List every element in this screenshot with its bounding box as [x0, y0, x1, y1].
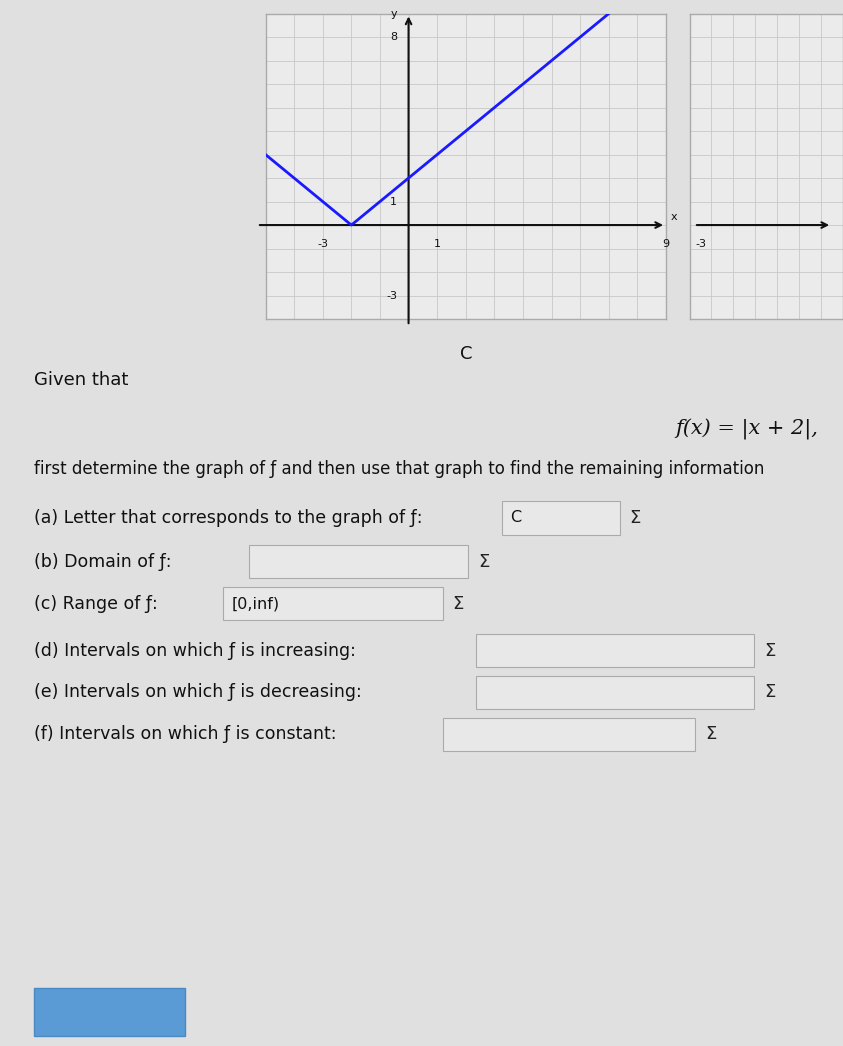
Text: Σ: Σ: [630, 508, 641, 527]
Text: -3: -3: [695, 240, 706, 249]
Text: (e) Intervals on which ƒ is decreasing:: (e) Intervals on which ƒ is decreasing:: [34, 683, 362, 702]
Text: 8: 8: [390, 32, 397, 42]
Text: Given that: Given that: [34, 371, 128, 389]
Text: y: y: [390, 8, 397, 19]
Text: first determine the graph of ƒ and then use that graph to find the remaining inf: first determine the graph of ƒ and then …: [34, 460, 764, 478]
Text: (a) Letter that corresponds to the graph of ƒ:: (a) Letter that corresponds to the graph…: [34, 508, 422, 527]
Text: (b) Domain of ƒ:: (b) Domain of ƒ:: [34, 552, 171, 571]
Text: Σ: Σ: [765, 683, 776, 702]
Text: (d) Intervals on which ƒ is increasing:: (d) Intervals on which ƒ is increasing:: [34, 641, 356, 660]
Text: (f) Intervals on which ƒ is constant:: (f) Intervals on which ƒ is constant:: [34, 725, 336, 744]
Text: -3: -3: [317, 240, 328, 249]
Text: C: C: [459, 345, 472, 363]
Text: [0,inf): [0,inf): [232, 596, 280, 611]
Text: C: C: [510, 510, 521, 525]
Text: f(x) = |x + 2|,: f(x) = |x + 2|,: [675, 418, 818, 439]
Text: x: x: [670, 212, 677, 222]
Text: Σ: Σ: [478, 552, 489, 571]
Text: 1: 1: [390, 197, 397, 206]
Text: 1: 1: [433, 240, 441, 249]
Text: -3: -3: [386, 291, 397, 300]
Text: Σ: Σ: [453, 594, 464, 613]
Text: 9: 9: [663, 240, 669, 249]
Text: Σ: Σ: [765, 641, 776, 660]
Text: Σ: Σ: [706, 725, 717, 744]
Text: (c) Range of ƒ:: (c) Range of ƒ:: [34, 594, 158, 613]
